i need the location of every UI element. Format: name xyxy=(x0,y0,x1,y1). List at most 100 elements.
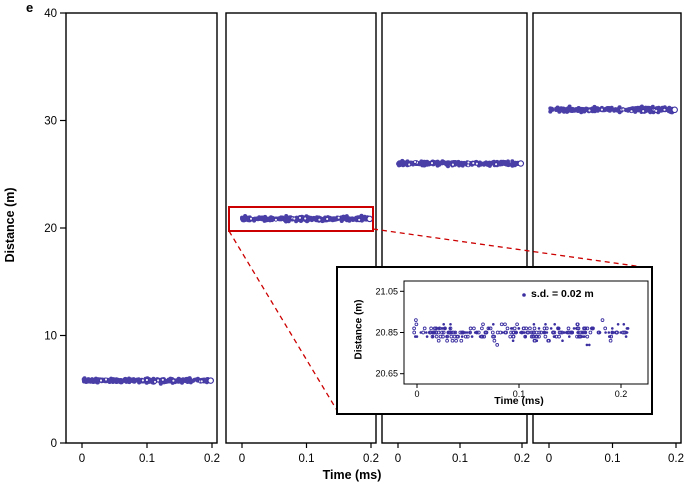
inset-data-point xyxy=(614,330,619,335)
data-point-open xyxy=(325,217,330,221)
data-point xyxy=(595,107,600,112)
data-point xyxy=(269,216,274,221)
inset-data-point xyxy=(588,343,591,347)
inset-data-point xyxy=(440,330,444,335)
data-point xyxy=(582,107,587,112)
data-point xyxy=(240,216,244,221)
inset-data-point xyxy=(561,339,564,343)
data-point xyxy=(284,218,289,223)
inset-data-point xyxy=(472,326,476,331)
inset-data-points xyxy=(412,318,630,347)
inset-data-point xyxy=(484,330,488,335)
inset-data-point xyxy=(568,335,571,338)
inset-data-point xyxy=(512,330,516,335)
data-point xyxy=(284,214,289,218)
data-point xyxy=(82,378,87,383)
inset-data-point xyxy=(436,338,441,343)
data-point xyxy=(311,217,316,222)
inset-data-point xyxy=(598,331,602,334)
data-point xyxy=(137,380,142,385)
inset-data-point xyxy=(526,330,531,335)
inset-data-point xyxy=(508,334,513,339)
data-point xyxy=(360,216,365,221)
data-point xyxy=(624,107,629,112)
end-open-marker xyxy=(207,377,214,384)
inset-data-point xyxy=(577,334,581,339)
inset-data-point xyxy=(544,323,547,326)
inset-data-point xyxy=(419,331,423,334)
data-point xyxy=(559,107,564,112)
inset-data-point xyxy=(619,331,622,334)
inset-data-point xyxy=(511,334,516,339)
inset-data-point xyxy=(503,322,507,327)
inset-data-point xyxy=(529,330,534,335)
inset-data-point xyxy=(449,334,454,339)
data-point xyxy=(442,161,447,166)
data-point xyxy=(446,160,451,165)
data-point xyxy=(340,217,345,222)
inset-data-point xyxy=(579,330,583,335)
inset-data-point xyxy=(529,334,534,339)
inset-data-point xyxy=(583,326,588,331)
x-tick-label: 0 xyxy=(239,453,245,465)
inset-data-point xyxy=(572,327,576,330)
inset-data-point xyxy=(453,330,458,335)
data-point xyxy=(437,161,442,166)
data-point-open xyxy=(654,109,659,113)
data-point xyxy=(262,216,267,221)
data-point xyxy=(485,161,490,166)
inset-data-point xyxy=(464,331,467,334)
inset-data-point xyxy=(531,334,535,339)
inset-data-point xyxy=(512,326,517,331)
end-open-marker xyxy=(671,106,678,114)
inset-data-point xyxy=(544,326,549,331)
inset-data-point xyxy=(442,323,446,326)
inset-y-axis-title: Distance (m) xyxy=(353,299,365,360)
data-points xyxy=(240,213,370,224)
data-point-open xyxy=(662,107,667,112)
inset-data-point xyxy=(532,323,536,326)
inset-data-point xyxy=(585,334,590,339)
x-tick-label: 0.2 xyxy=(363,453,379,465)
inset-data-point xyxy=(445,338,449,343)
inset-x-tick-label: 0.2 xyxy=(615,389,628,399)
y-tick-label: 20 xyxy=(44,223,57,235)
inset-data-point xyxy=(432,326,437,331)
inset-data-point xyxy=(428,330,433,335)
end-open-marker xyxy=(517,160,525,167)
inset-data-point xyxy=(437,327,441,330)
data-point xyxy=(86,379,91,384)
data-point-open xyxy=(471,161,476,166)
legend-marker xyxy=(522,293,526,297)
data-point-open xyxy=(317,217,322,222)
inset-data-point xyxy=(611,327,614,330)
data-point xyxy=(405,159,410,164)
data-point-open xyxy=(357,217,362,222)
inset-data-point xyxy=(465,334,470,339)
data-point xyxy=(591,107,596,112)
data-point-open xyxy=(104,377,108,382)
inset-data-point xyxy=(495,330,500,335)
inset-data-point xyxy=(412,330,417,335)
inset-data-point xyxy=(575,322,580,327)
data-point-open xyxy=(641,109,646,113)
inset-data-point xyxy=(543,334,548,339)
data-point xyxy=(562,107,567,112)
data-point xyxy=(344,214,349,219)
inset-data-point xyxy=(537,334,541,339)
inset-data-point xyxy=(566,326,571,331)
data-point xyxy=(434,160,439,165)
data-point-open xyxy=(140,378,145,383)
x-tick-label: 0.1 xyxy=(299,453,315,465)
x-tick-label: 0.1 xyxy=(605,453,621,465)
inset-data-point xyxy=(537,330,542,335)
y-tick-label: 30 xyxy=(44,116,57,128)
inset-data-point xyxy=(575,327,578,330)
inset-data-point xyxy=(443,326,447,331)
data-point-open xyxy=(160,377,165,382)
inset-data-point xyxy=(553,323,556,326)
inset-data-point xyxy=(470,335,474,338)
x-tick-label: 0.2 xyxy=(514,453,530,465)
end-open-marker xyxy=(366,215,373,223)
